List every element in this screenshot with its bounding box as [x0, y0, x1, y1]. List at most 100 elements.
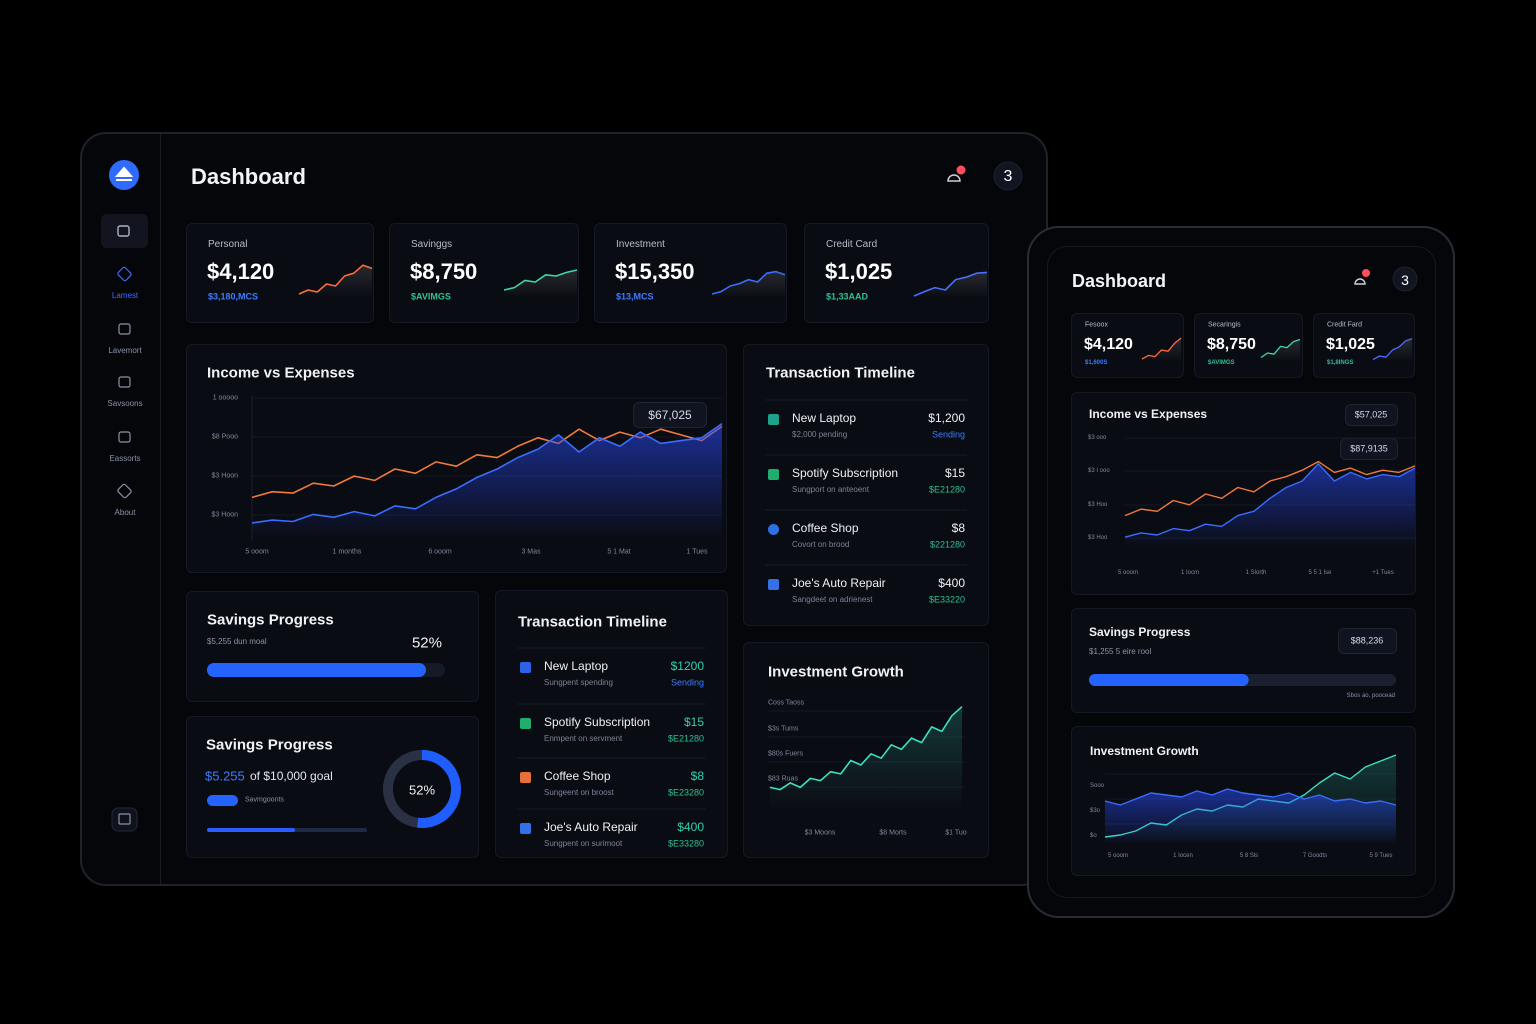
nav-label[interactable]: Savsoons [107, 399, 143, 408]
y-tick-label: 1 ooooo [212, 394, 238, 402]
avatar [993, 161, 1023, 191]
card-sub: $1,33AAD [826, 291, 869, 302]
tx-icon [520, 772, 531, 783]
x-tick-label: 6 ooom [428, 548, 452, 556]
line [1124, 460, 1416, 517]
x-tick-label: 5 9 Tues [1369, 853, 1393, 859]
nav-active [101, 214, 148, 248]
logo-glyph [114, 166, 134, 181]
tx-name[interactable]: New Laptop [792, 411, 857, 425]
chart-title: Income vs Expenses [207, 364, 355, 382]
card-label: Fesoox [1085, 321, 1108, 329]
nav-bottom [111, 807, 138, 832]
tx-name[interactable]: Coffee Shop [792, 521, 859, 535]
x-tick-label: 1 months [332, 548, 362, 556]
tx-name[interactable]: Coffee Shop [544, 769, 611, 783]
nav-bottom-icon [118, 813, 131, 825]
savings-badge: Savmgoonts [245, 796, 284, 804]
tx-sub: Covort on brood [792, 540, 850, 549]
stat-card [1071, 313, 1184, 378]
tx-sub: Sungpent on surimoot [544, 839, 623, 848]
tx-icon [768, 579, 779, 590]
tx-name[interactable]: Joe's Auto Repair [792, 576, 886, 590]
avatar [1392, 266, 1418, 292]
card-label: Investment [616, 239, 665, 250]
tx-name[interactable]: New Laptop [544, 659, 609, 673]
x-tick-label: 1 Tues [686, 548, 708, 556]
x-tick-label: 5 5 1 Ise [1308, 570, 1332, 576]
chart-badge-text: $67,025 [648, 408, 692, 422]
y-tick-label: $3 ooo [1088, 435, 1107, 441]
y-tick-label: $83 Ruas [768, 775, 798, 783]
nav-icon [117, 483, 132, 499]
line [1260, 338, 1301, 359]
sidebar-divider [160, 134, 161, 884]
tx-amount: $1200 [670, 659, 704, 673]
nav-icon [118, 323, 131, 335]
card-sub: $13,MCS [616, 291, 654, 302]
tx-status: $E33280 [667, 838, 704, 849]
tx-icon [768, 414, 779, 425]
tx-status: $E23280 [667, 787, 704, 798]
tx-icon [520, 718, 531, 729]
x-tick-label: +1 Tues [1372, 570, 1394, 576]
card-amount: $4,120 [1084, 336, 1133, 353]
progress-fill [207, 663, 426, 677]
nav-icon [118, 376, 131, 388]
tx-sub: Sungeent on broost [544, 788, 614, 797]
nav-label[interactable]: Lamest [111, 291, 139, 300]
bell-dot [1362, 269, 1370, 277]
stat-card [594, 223, 787, 323]
area [712, 271, 785, 298]
tx-sub: Enmpent on servment [544, 734, 623, 743]
card-sub: $1,600S [1085, 360, 1108, 366]
tx-sub: Sangdeet on adrienest [792, 595, 873, 604]
nav-label[interactable]: Eassorts [109, 454, 141, 463]
tx-icon [768, 524, 779, 535]
card-amount: $8,750 [1207, 336, 1256, 353]
stat-card [1313, 313, 1415, 378]
card-sub: $AVIMGS [1208, 360, 1235, 366]
notification-count[interactable]: 3 [1401, 272, 1409, 288]
tx-amount: $8 [951, 521, 965, 535]
progress-fill [1089, 674, 1249, 686]
x-tick-label: 5 1 Mat [607, 548, 631, 556]
x-tick-label: 5 ooom [1117, 570, 1139, 576]
timeline-title: Transaction Timeline [766, 364, 915, 382]
line [251, 422, 723, 524]
line [298, 264, 373, 295]
savings-goal: of $10,000 goal [250, 769, 333, 783]
nav-label[interactable]: Lavemort [108, 346, 142, 355]
line [503, 269, 578, 291]
line [769, 706, 963, 791]
tx-status: $E33220 [928, 594, 965, 605]
nav-label[interactable]: About [114, 508, 136, 517]
x-tick-label: 7 Goodts [1302, 853, 1328, 859]
nav-icon [117, 225, 130, 237]
tx-name[interactable]: Spotify Subscription [544, 715, 651, 729]
area [504, 270, 577, 298]
card-label: Credit Card [826, 239, 878, 250]
timeline-title: Transaction Timeline [518, 613, 667, 631]
tx-name[interactable]: Joe's Auto Repair [544, 820, 638, 834]
savings-note: Sbos ao, poocead [1346, 693, 1395, 699]
x-tick-label: 3 Mas [521, 548, 541, 556]
card-label: Savinggs [411, 239, 453, 250]
savings-card [1071, 608, 1416, 713]
notification-count[interactable]: 3 [1003, 168, 1013, 185]
savings-sub: $5,255 dun moal [207, 637, 267, 646]
tx-status: $E21280 [667, 733, 704, 744]
chart-badge [1345, 404, 1398, 426]
x-tick-label: 5 ooom [1107, 853, 1129, 859]
card-amount: $8,750 [410, 259, 478, 284]
area [1105, 789, 1396, 845]
savings-sub: $1,255 5 eire rool [1089, 647, 1152, 656]
card-sub: $3,180,MCS [208, 291, 259, 302]
tx-name[interactable]: Spotify Subscription [792, 466, 899, 480]
area [770, 706, 962, 812]
tx-icon [768, 469, 779, 480]
timeline-card [743, 344, 989, 626]
tx-status: $221280 [929, 539, 965, 550]
